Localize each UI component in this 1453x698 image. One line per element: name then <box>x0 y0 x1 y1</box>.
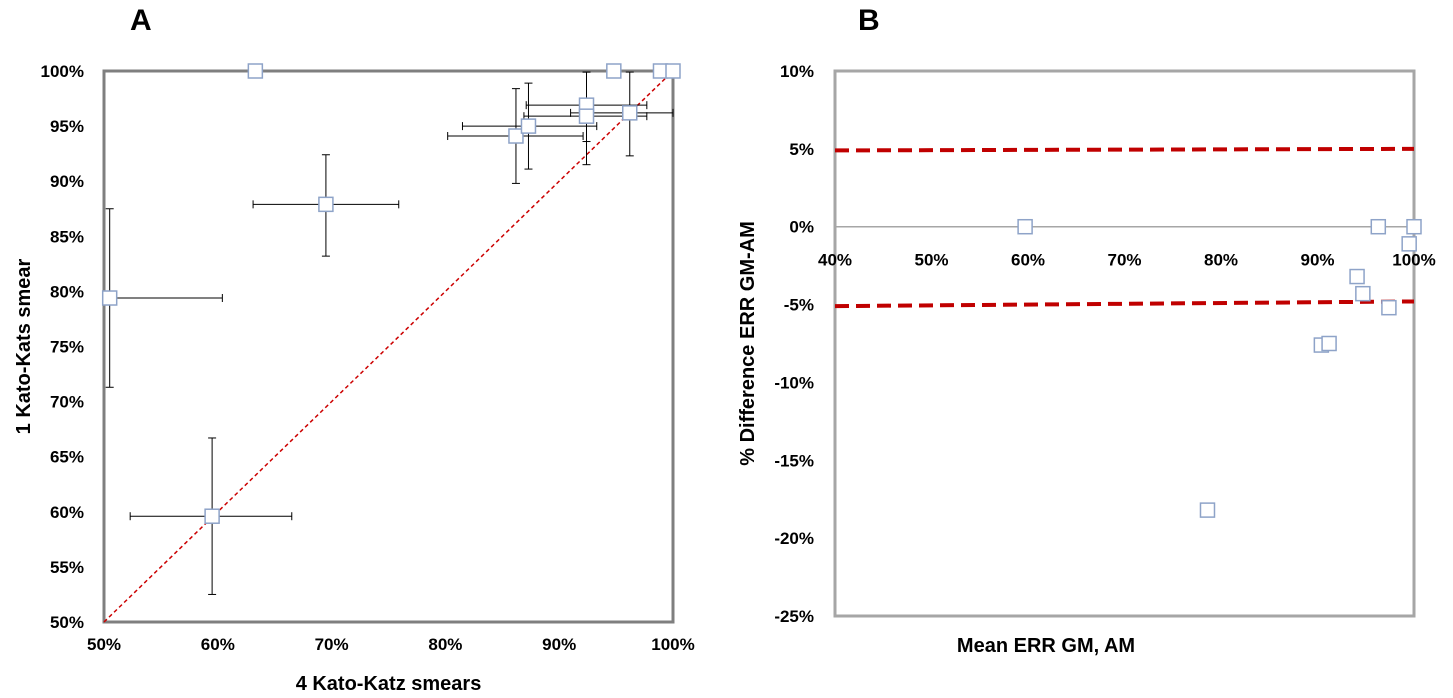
y-tick-label-a: 90% <box>50 172 84 191</box>
x-tick-label-a: 60% <box>201 635 235 654</box>
y-tick-label-a: 70% <box>50 393 84 412</box>
y-tick-label-a: 95% <box>50 117 84 136</box>
y-tick-label-b: -5% <box>784 296 814 315</box>
x-axis-title-b: Mean ERR GM, AM <box>957 635 1135 657</box>
data-point-a <box>204 508 220 524</box>
x-tick-label-a: 70% <box>315 635 349 654</box>
x-tick-label-a: 80% <box>428 635 462 654</box>
y-tick-label-b: -10% <box>774 373 814 392</box>
x-tick-label-b: 50% <box>914 251 948 270</box>
y-tick-label-b: -20% <box>774 529 814 548</box>
plot-area-b <box>833 69 1416 618</box>
y-tick-label-b: -15% <box>774 451 814 470</box>
y-tick-label-a: 75% <box>50 338 84 357</box>
y-tick-label-a: 55% <box>50 558 84 577</box>
data-point-b <box>1406 218 1422 235</box>
y-axis-title-b: % Difference ERR GM-AM <box>737 221 759 465</box>
y-tick-label-b: 5% <box>789 140 814 159</box>
x-tick-label-a: 50% <box>87 635 121 654</box>
x-tick-label-b: 90% <box>1300 251 1334 270</box>
y-tick-label-a: 85% <box>50 227 84 246</box>
chart-b: 40% 50% 60% 70% 80% 90% 100% 10% 5% 0% -5% -10% -15%… <box>737 62 1436 657</box>
data-point-a <box>606 63 622 79</box>
y-tick-label-b: 0% <box>789 218 814 237</box>
data-point-b <box>1355 285 1371 302</box>
y-tick-label-b: -25% <box>774 607 814 626</box>
x-tick-label-a: 90% <box>542 635 576 654</box>
data-point-b <box>1401 236 1417 252</box>
limit-of-agreement-line <box>834 146 1415 153</box>
data-point-a <box>578 108 595 124</box>
x-tick-label-b: 60% <box>1011 251 1045 270</box>
data-point-a <box>318 196 334 213</box>
plot-area-a <box>102 69 675 624</box>
x-tick-label-a: 100% <box>651 635 694 654</box>
data-point-a <box>520 118 537 134</box>
y-tick-label-a: 65% <box>50 448 84 467</box>
x-tick-label-b: 100% <box>1392 251 1435 270</box>
data-point-b <box>1381 299 1397 316</box>
limit-of-agreement-line <box>834 299 1415 309</box>
y-axis-title-a: 1 Kato-Kats smear <box>13 258 35 434</box>
x-tick-label-b: 40% <box>818 251 852 270</box>
chart-a: 50% 60% 70% 80% 90% 100% 50% 55% 60% 65% 70% 75% 80%… <box>13 62 695 695</box>
panel-b-label: B <box>858 4 880 37</box>
data-point-b <box>1349 268 1365 285</box>
data-point-b <box>1321 335 1337 352</box>
y-tick-label-a: 80% <box>50 282 84 301</box>
y-tick-label-a: 100% <box>41 62 84 81</box>
identity-line <box>103 70 674 623</box>
data-point-b <box>1370 218 1387 235</box>
data-point-a <box>665 63 681 79</box>
x-axis-title-a: 4 Kato-Katz smears <box>296 673 482 695</box>
data-point-a <box>247 63 264 79</box>
y-tick-label-a: 50% <box>50 613 84 632</box>
panel-a-label: A <box>130 4 152 37</box>
x-tick-label-b: 70% <box>1107 251 1141 270</box>
y-tick-label-a: 60% <box>50 503 84 522</box>
data-point-a <box>508 128 524 144</box>
data-point-a <box>101 290 118 306</box>
data-point-b <box>1017 218 1033 235</box>
x-tick-label-b: 80% <box>1204 251 1238 270</box>
data-point-a <box>622 105 638 121</box>
data-point-b <box>1199 502 1216 518</box>
y-tick-label-b: 10% <box>780 62 814 81</box>
